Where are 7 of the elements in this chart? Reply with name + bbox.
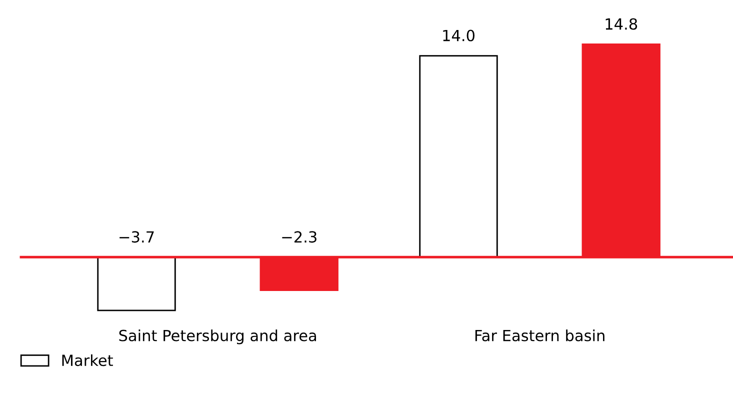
x-tick-label: Far Eastern basin <box>475 329 604 342</box>
data-label: −2.3 <box>282 231 316 243</box>
x-tick-label: Saint Petersburg and area <box>119 329 316 344</box>
legend-label: Market <box>62 354 113 366</box>
data-label: 14.0 <box>443 30 474 42</box>
data-label: −3.7 <box>120 231 154 243</box>
data-label: 14.8 <box>606 18 638 30</box>
